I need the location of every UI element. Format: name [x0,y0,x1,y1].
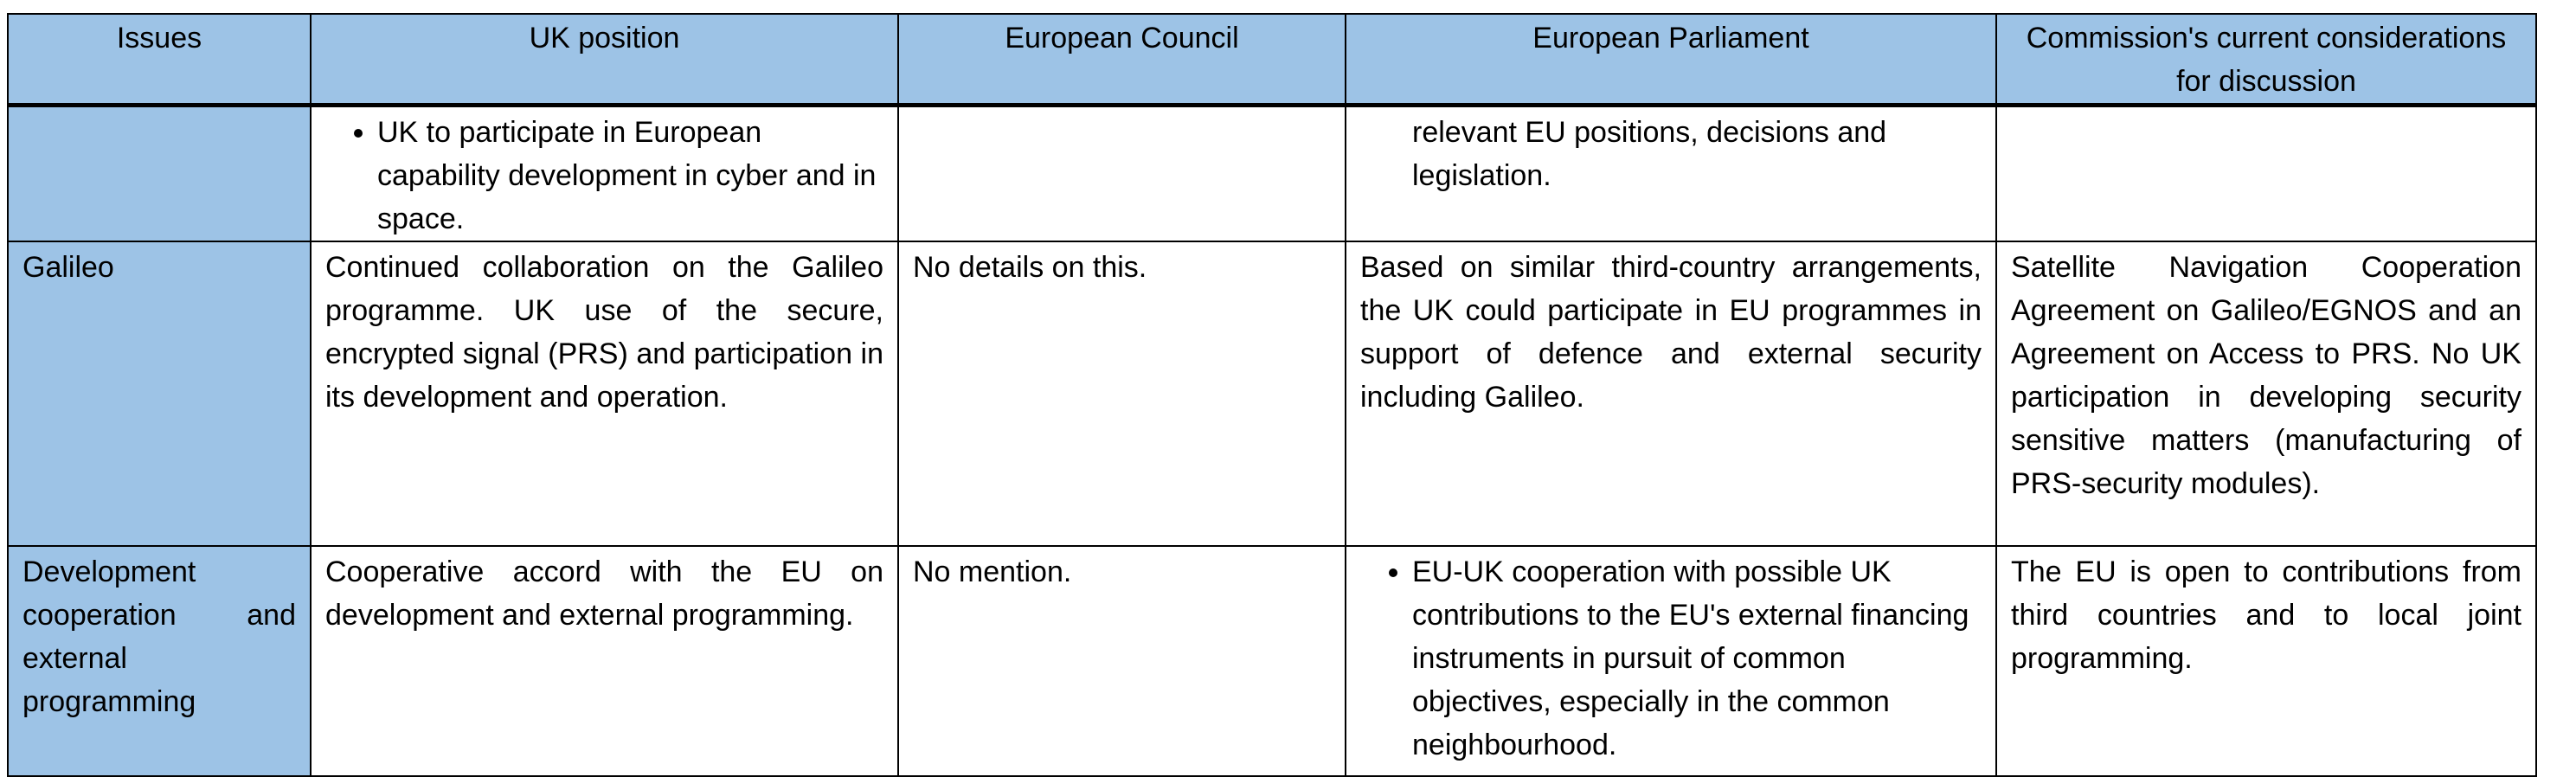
ep-cell: EU-UK cooperation with possible UK contr… [1345,545,1997,777]
table-row: Galileo Continued collaboration on the G… [7,241,2537,547]
comparison-table: Issues UK position European Council Euro… [7,13,2537,777]
council-cell: No mention. [897,545,1346,777]
header-commission: Commission's current considerations for … [1995,13,2537,107]
header-european-parliament: European Parliament [1345,13,1997,107]
issue-cell: Development cooperation and external pro… [7,545,312,777]
commission-cell: The EU is open to contributions from thi… [1995,545,2537,777]
bullet-continuation: relevant EU positions, decisions and leg… [1412,116,1887,192]
header-issues: Issues [7,13,312,107]
header-row: Issues UK position European Council Euro… [7,13,2537,107]
issue-cell: Galileo [7,241,312,547]
commission-cell [1995,104,2537,242]
uk-cell: Cooperative accord with the EU on develo… [310,545,899,777]
commission-cell: Satellite Navigation Cooperation Agreeme… [1995,241,2537,547]
ep-cell: Based on similar third-country arrangeme… [1345,241,1997,547]
table-row: Development cooperation and external pro… [7,545,2537,777]
table-row: UK to participate in European capability… [7,104,2537,242]
bullet-item: EU-UK cooperation with possible UK contr… [1412,550,1982,767]
council-cell [897,104,1346,242]
header-uk-position: UK position [310,13,899,107]
ep-cell: relevant EU positions, decisions and leg… [1345,104,1997,242]
header-european-council: European Council [897,13,1346,107]
uk-cell: Continued collaboration on the Galileo p… [310,241,899,547]
issue-cell [7,104,312,242]
uk-cell: UK to participate in European capability… [310,104,899,242]
bullet-item: UK to participate in European capability… [377,111,883,240]
council-cell: No details on this. [897,241,1346,547]
